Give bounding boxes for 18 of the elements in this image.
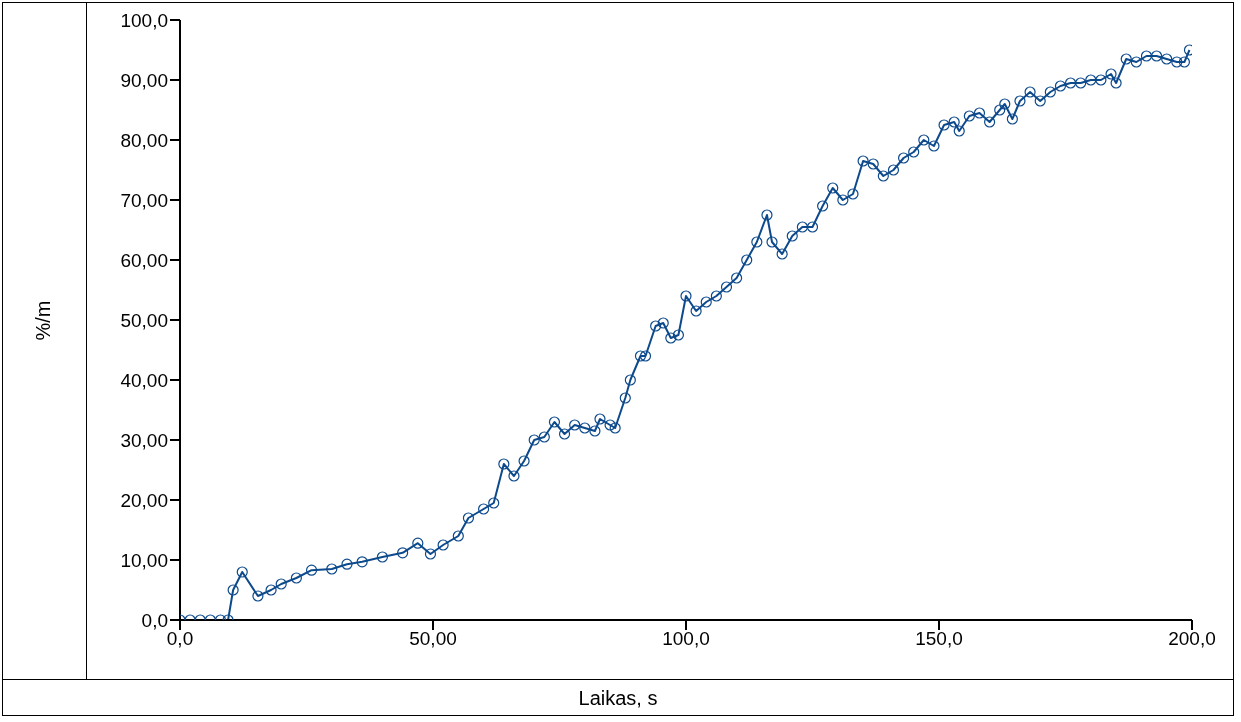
- y-tick-label: 50,00: [120, 309, 168, 331]
- x-axis-title: Laikas, s: [577, 686, 659, 711]
- x-tick-label: 100,0: [662, 628, 710, 650]
- y-tick-label: 10,00: [120, 549, 168, 571]
- y-tick-label: 90,00: [120, 69, 168, 91]
- x-tick-label: 200,0: [1168, 628, 1216, 650]
- y-tick-label: 0,0: [141, 609, 168, 631]
- y-tick-label: 80,00: [120, 129, 168, 151]
- y-tick-label: 30,00: [120, 429, 168, 451]
- y-tick-label: 40,00: [120, 369, 168, 391]
- y-tick-label: 100,0: [120, 9, 168, 31]
- y-tick-label: 70,00: [120, 189, 168, 211]
- x-tick-label: 50,00: [409, 628, 457, 650]
- y-tick-label: 20,00: [120, 489, 168, 511]
- y-axis-title: %/m: [31, 300, 55, 340]
- x-tick-label: 0,0: [166, 628, 194, 650]
- y-tick-label: 60,00: [120, 249, 168, 271]
- x-tick-label: 150,0: [915, 628, 963, 650]
